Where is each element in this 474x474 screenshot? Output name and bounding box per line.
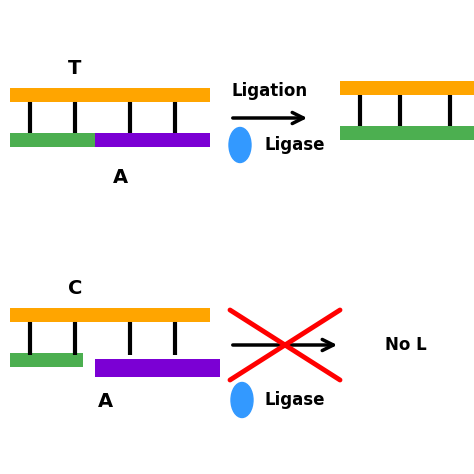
Bar: [340, 81, 474, 95]
Bar: [10, 353, 83, 367]
Text: T: T: [68, 59, 82, 78]
Bar: [10, 308, 210, 322]
Bar: [95, 133, 210, 147]
Text: A: A: [98, 392, 112, 411]
Text: Ligation: Ligation: [232, 82, 308, 100]
Bar: [95, 359, 220, 377]
Text: A: A: [112, 168, 128, 187]
Text: No L: No L: [385, 336, 427, 354]
Bar: [340, 126, 474, 140]
Text: Ligase: Ligase: [265, 136, 326, 154]
Bar: [10, 88, 210, 102]
Text: C: C: [68, 279, 82, 298]
Ellipse shape: [229, 128, 251, 163]
Bar: [10, 133, 95, 147]
Text: Ligase: Ligase: [265, 391, 326, 409]
Ellipse shape: [231, 383, 253, 418]
